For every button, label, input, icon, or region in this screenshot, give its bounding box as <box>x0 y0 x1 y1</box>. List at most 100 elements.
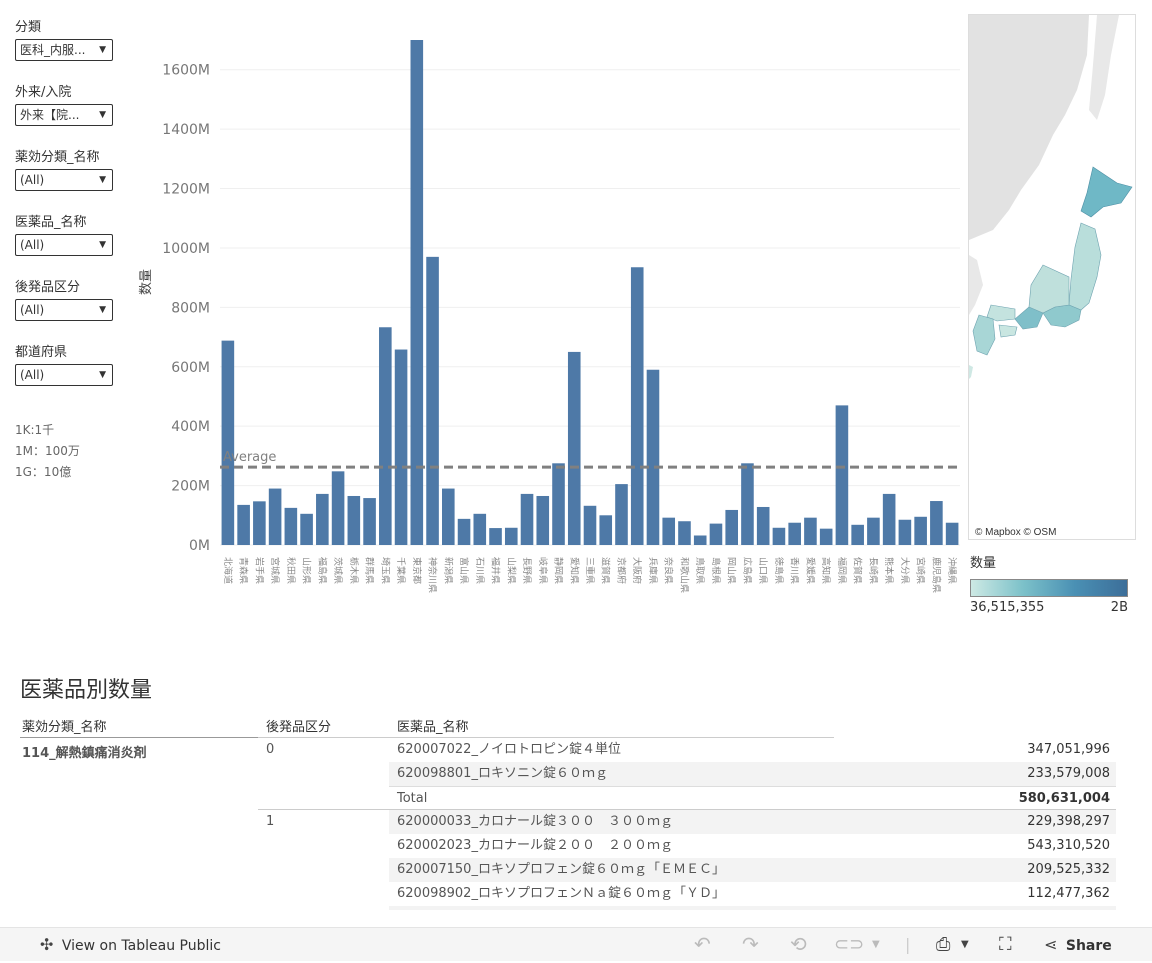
x-tick-label: 山梨県 <box>505 557 517 584</box>
filter-bunrui: 分類 医科_内服... ▼ <box>15 16 125 61</box>
share-icon: ⋖ <box>1044 935 1058 954</box>
x-tick-label: 栃木県 <box>348 557 360 584</box>
header-drug-class: 薬効分類_名称 <box>22 720 107 735</box>
group-divider <box>258 809 1116 810</box>
color-legend: 数量 36,515,355 2B <box>970 552 1135 615</box>
mainland-landmass <box>969 15 1089 240</box>
y-tick-label: 400M <box>171 419 210 435</box>
bar <box>268 488 282 545</box>
kinki-region <box>1014 306 1044 330</box>
filter-value: (All) <box>20 368 45 382</box>
drug-name: 620002023_カロナール錠２００ ２００ｍｇ <box>397 838 673 853</box>
total-row[interactable]: Total 580,631,004 <box>389 786 1116 811</box>
bar <box>536 495 550 545</box>
x-tick-label: 鳥取県 <box>694 557 706 584</box>
filter-dropdown[interactable]: (All) ▼ <box>15 169 113 191</box>
y-tick-label: 800M <box>171 300 210 316</box>
x-tick-label: 宮崎県 <box>915 557 927 584</box>
filter-dropdown[interactable]: 医科_内服... ▼ <box>15 39 113 61</box>
bar <box>914 516 927 545</box>
drug-quantity: 347,051,996 <box>1027 742 1110 757</box>
tohoku-region <box>1068 222 1102 311</box>
dropdown-arrow-icon: ▼ <box>99 45 106 55</box>
filter-dropdown[interactable]: (All) ▼ <box>15 364 113 386</box>
bar <box>253 501 266 545</box>
x-tick-label: 秋田県 <box>285 557 297 584</box>
download-dropdown-icon[interactable]: ▼ <box>961 939 969 950</box>
refresh-dropdown-icon[interactable]: ▼ <box>872 939 880 950</box>
bar <box>237 504 250 545</box>
y-tick-label: 0M <box>189 538 210 554</box>
legend-title: 数量 <box>970 556 997 571</box>
view-on-tableau-link[interactable]: ✣ View on Tableau Public <box>40 928 221 961</box>
drug-quantity: 209,525,332 <box>1027 862 1110 877</box>
tableau-logo-icon: ✣ <box>40 935 54 954</box>
bar <box>630 267 644 545</box>
x-tick-label: 群馬県 <box>364 557 376 584</box>
toolbar-divider: | <box>905 935 911 954</box>
undo-icon[interactable]: ↶ <box>694 932 711 956</box>
filter-label: 後発品区分 <box>15 280 81 295</box>
filter-dropdown[interactable]: (All) ▼ <box>15 234 113 256</box>
fullscreen-icon[interactable]: ⛶ <box>999 934 1012 955</box>
view-on-tableau-label: View on Tableau Public <box>61 938 221 954</box>
filter-dropdown[interactable]: 外来【院... ▼ <box>15 104 113 126</box>
drug-quantity: 543,310,520 <box>1027 838 1110 853</box>
x-tick-label: 茨城県 <box>332 557 344 584</box>
bar <box>725 509 738 545</box>
korea-landmass <box>969 255 983 315</box>
bar <box>363 498 376 545</box>
x-tick-label: 新潟県 <box>442 557 454 584</box>
filter-value: (All) <box>20 303 45 317</box>
bar <box>379 327 392 545</box>
legend-max: 2B <box>1110 600 1128 615</box>
okinawa-region <box>969 365 973 379</box>
filter-label: 外来/入院 <box>15 85 72 100</box>
bar <box>882 493 896 545</box>
bar <box>300 513 313 545</box>
table-row[interactable]: 620098902_ロキソプロフェンＮａ錠６０ｍｇ「ＹＤ」 112,477,36… <box>389 882 1116 906</box>
prefecture-map[interactable]: © Mapbox © OSM <box>968 14 1136 540</box>
filter-value: (All) <box>20 238 45 252</box>
x-tick-label: 高知県 <box>820 557 832 584</box>
drug-quantity: 112,477,362 <box>1027 886 1110 901</box>
filter-outpatient: 外来/入院 外来【院... ▼ <box>15 81 125 126</box>
x-tick-label: 大阪府 <box>631 557 643 584</box>
table-row[interactable]: 620007150_ロキソプロフェン錠６０ｍｇ「ＥＭＥＣ」 209,525,33… <box>389 858 1116 882</box>
redo-icon[interactable]: ↷ <box>742 932 759 956</box>
bar <box>442 488 455 545</box>
generic-group-label: 0 <box>266 742 275 757</box>
average-label: Average <box>223 450 276 465</box>
x-tick-label: 宮城県 <box>269 557 281 584</box>
y-tick-label: 1000M <box>162 241 210 257</box>
x-tick-label: 愛媛県 <box>804 557 816 584</box>
unit-notes: 1K:1千 1M：100万 1G：10億 <box>15 420 80 483</box>
share-button[interactable]: ⋖ Share <box>1044 928 1112 961</box>
map-credit: © Mapbox © OSM <box>975 527 1056 538</box>
drug-name: 620098801_ロキソニン錠６０ｍｇ <box>397 766 608 781</box>
header-divider <box>20 737 258 738</box>
x-tick-label: 広島県 <box>741 557 753 584</box>
table-row[interactable]: 620007022_ノイロトロピン錠４単位 347,051,996 <box>389 738 1116 762</box>
table-row[interactable]: 620098801_ロキソニン錠６０ｍｇ 233,579,008 <box>389 762 1116 786</box>
refresh-icon[interactable]: ⊂⊃ <box>834 934 865 955</box>
filter-value: 医科_内服... <box>20 43 86 57</box>
dropdown-arrow-icon: ▼ <box>99 175 106 185</box>
table-row[interactable]: 620000033_カロナール錠３００ ３００ｍｇ 229,398,297 <box>389 810 1116 834</box>
y-axis-label: 数量 <box>139 269 154 295</box>
bar <box>772 527 786 545</box>
filter-panel: 分類 医科_内服... ▼ 外来/入院 外来【院... ▼ 薬効分類_名称 (All… <box>15 16 125 406</box>
x-tick-label: 徳島県 <box>773 557 785 584</box>
revert-icon[interactable]: ⟲ <box>790 932 807 956</box>
download-icon[interactable]: ⎙ <box>936 934 951 955</box>
bar <box>756 506 770 545</box>
x-tick-label: 京都府 <box>615 557 627 584</box>
drug-name: 620007150_ロキソプロフェン錠６０ｍｇ「ＥＭＥＣ」 <box>397 862 725 877</box>
table-row[interactable]: 620002023_カロナール錠２００ ２００ｍｇ 543,310,520 <box>389 834 1116 858</box>
x-tick-label: 福岡県 <box>836 557 848 584</box>
x-tick-label: 山口県 <box>757 557 768 584</box>
x-tick-label: 長崎県 <box>867 557 879 584</box>
filter-dropdown[interactable]: (All) ▼ <box>15 299 113 321</box>
bar <box>945 522 959 545</box>
table-title: 医薬品別数量 <box>20 678 153 703</box>
